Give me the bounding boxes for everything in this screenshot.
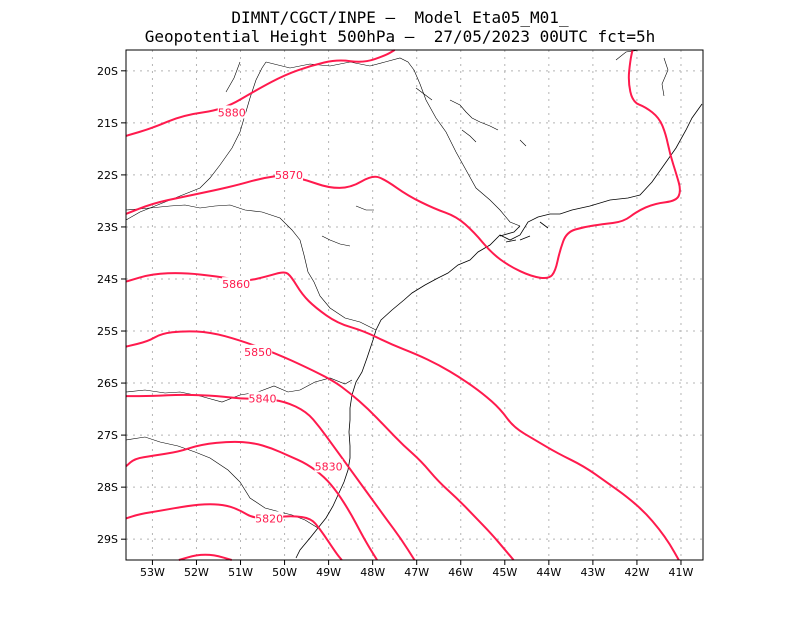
lon-tick-label: 51W	[228, 566, 253, 579]
lat-tick-label: 27S	[97, 429, 118, 442]
lat-tick-label: 23S	[97, 221, 118, 234]
contour-label-bg	[222, 277, 251, 291]
border-misc	[225, 49, 669, 97]
contour-labels: 5880 5870 5860 5850 5840 5830 5820	[217, 105, 343, 525]
contour-label-bg	[244, 344, 273, 358]
contour-label-5870: 5870	[275, 169, 303, 182]
contour-label-5820: 5820	[255, 512, 283, 525]
lon-tick-label: 44W	[536, 566, 561, 579]
contour-5840	[126, 393, 416, 561]
bay-islands	[499, 221, 549, 243]
lat-tick-label: 25S	[97, 325, 118, 338]
contour-5870	[125, 49, 681, 280]
contour-label-5880: 5880	[218, 106, 246, 119]
lon-tick-label: 41W	[669, 566, 694, 579]
lon-tick-label: 49W	[316, 566, 341, 579]
contour-label-bg	[255, 511, 284, 525]
contour-5830	[125, 440, 378, 561]
lon-tick-label: 46W	[448, 566, 473, 579]
coastline-atlantic	[375, 103, 703, 331]
contour-label-bg	[274, 167, 303, 181]
lon-tick-label: 48W	[360, 566, 385, 579]
lat-tick-label: 28S	[97, 481, 118, 494]
lat-tick-label: 26S	[97, 377, 118, 390]
contour-label-5830: 5830	[315, 460, 343, 473]
lon-tick-label: 52W	[184, 566, 209, 579]
border-pr-sp	[125, 204, 377, 331]
lon-tick-label: 53W	[140, 566, 165, 579]
longitude-tick-labels: 53W 52W 51W 50W 49W 48W 47W 46W 45W 44W 43W 42W 41W	[140, 560, 694, 579]
lat-tick-label: 24S	[97, 273, 118, 286]
lon-tick-label: 45W	[492, 566, 517, 579]
contour-label-bg	[217, 105, 246, 119]
border-mg-sp	[265, 57, 521, 227]
contour-5860	[125, 271, 680, 561]
contour-5880	[125, 49, 396, 137]
grid-lines	[126, 50, 703, 560]
coastline-south	[295, 329, 377, 559]
lon-tick-label: 42W	[624, 566, 649, 579]
lon-tick-label: 43W	[580, 566, 605, 579]
geopotential-contours	[125, 49, 681, 561]
contour-5850	[125, 330, 515, 561]
lat-tick-label: 21S	[97, 117, 118, 130]
contour-label-5860: 5860	[222, 278, 250, 291]
chart-title-line2: Geopotential Height 500hPa – 27/05/2023 …	[144, 27, 656, 46]
map-frame	[125, 49, 704, 561]
contour-label-bg	[248, 391, 277, 405]
lon-tick-label: 47W	[404, 566, 429, 579]
contour-5820	[125, 503, 343, 561]
border-sp-ms	[125, 61, 267, 221]
lat-tick-label: 20S	[97, 65, 118, 78]
reservoirs	[321, 87, 527, 247]
lon-tick-label: 50W	[272, 566, 297, 579]
state-borders	[125, 49, 669, 529]
lat-tick-label: 29S	[97, 533, 118, 546]
contour-label-5850: 5850	[244, 346, 272, 359]
border-sc-rs	[125, 436, 319, 529]
latitude-tick-labels: 20S 21S 22S 23S 24S 25S 26S 27S 28S 29S	[97, 65, 126, 546]
contour-5810	[178, 553, 232, 561]
lat-tick-label: 22S	[97, 169, 118, 182]
contour-label-bg	[314, 459, 343, 473]
coastline	[295, 103, 703, 559]
chart-title-line1: DIMNT/CGCT/INPE – Model Eta05_M01_	[231, 8, 569, 27]
contour-label-5840: 5840	[249, 393, 277, 406]
